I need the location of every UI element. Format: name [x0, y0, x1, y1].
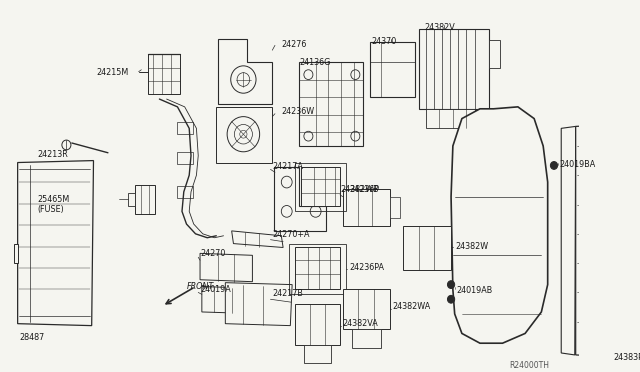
Polygon shape	[177, 152, 193, 164]
Bar	[135, 185, 155, 214]
Polygon shape	[14, 244, 18, 263]
Polygon shape	[148, 54, 180, 94]
Text: 24213R: 24213R	[38, 150, 68, 159]
Polygon shape	[634, 186, 640, 198]
Text: 24270+A: 24270+A	[272, 230, 310, 239]
Text: FRONT: FRONT	[186, 282, 214, 291]
Text: 24236W: 24236W	[282, 107, 314, 116]
Text: 24382W: 24382W	[456, 242, 489, 251]
Text: 28487: 28487	[19, 333, 45, 343]
Text: 24019A: 24019A	[200, 285, 231, 294]
Polygon shape	[218, 38, 272, 104]
Polygon shape	[390, 197, 401, 218]
Polygon shape	[225, 283, 292, 326]
Polygon shape	[352, 328, 381, 348]
Polygon shape	[295, 247, 340, 289]
Polygon shape	[419, 29, 489, 109]
Text: 24217B: 24217B	[272, 289, 303, 298]
Polygon shape	[634, 323, 640, 334]
Polygon shape	[561, 126, 575, 355]
Text: 25465M: 25465M	[38, 195, 70, 204]
Polygon shape	[18, 161, 93, 326]
Text: 24136G: 24136G	[300, 58, 331, 67]
Polygon shape	[274, 167, 326, 231]
Polygon shape	[300, 62, 363, 146]
Polygon shape	[301, 167, 340, 206]
Text: 24276: 24276	[282, 41, 307, 49]
Polygon shape	[202, 286, 263, 314]
Text: 24270: 24270	[200, 250, 225, 259]
Text: 24382WA: 24382WA	[392, 302, 431, 311]
Text: 24236P: 24236P	[349, 185, 379, 194]
Polygon shape	[634, 140, 640, 152]
Circle shape	[447, 295, 454, 303]
Text: R24000TH: R24000TH	[509, 361, 549, 370]
Polygon shape	[128, 193, 135, 206]
Polygon shape	[177, 186, 193, 198]
Text: 24236PA: 24236PA	[349, 263, 384, 272]
Text: (FUSE): (FUSE)	[38, 205, 64, 214]
Text: 24382WB: 24382WB	[340, 185, 379, 194]
Text: 24019BA: 24019BA	[559, 160, 596, 169]
Polygon shape	[451, 107, 548, 343]
Polygon shape	[200, 253, 252, 282]
Text: 24019AB: 24019AB	[456, 286, 493, 295]
Polygon shape	[575, 124, 636, 358]
Polygon shape	[232, 231, 283, 247]
Polygon shape	[426, 109, 476, 128]
Text: 24382V: 24382V	[424, 23, 455, 32]
Polygon shape	[634, 279, 640, 291]
Polygon shape	[216, 107, 272, 163]
Polygon shape	[295, 304, 340, 345]
Polygon shape	[304, 345, 331, 363]
Text: 24215M: 24215M	[96, 68, 129, 77]
Polygon shape	[403, 226, 451, 270]
Polygon shape	[370, 42, 415, 97]
Polygon shape	[342, 189, 390, 226]
Polygon shape	[342, 289, 390, 328]
Text: 24217A: 24217A	[272, 161, 303, 170]
Polygon shape	[489, 41, 500, 68]
Circle shape	[447, 281, 454, 289]
Circle shape	[550, 161, 557, 169]
Text: 24370: 24370	[372, 36, 397, 45]
Polygon shape	[177, 122, 193, 134]
Text: 24383P: 24383P	[614, 353, 640, 362]
Polygon shape	[634, 232, 640, 244]
Text: 24382VA: 24382VA	[342, 319, 378, 328]
